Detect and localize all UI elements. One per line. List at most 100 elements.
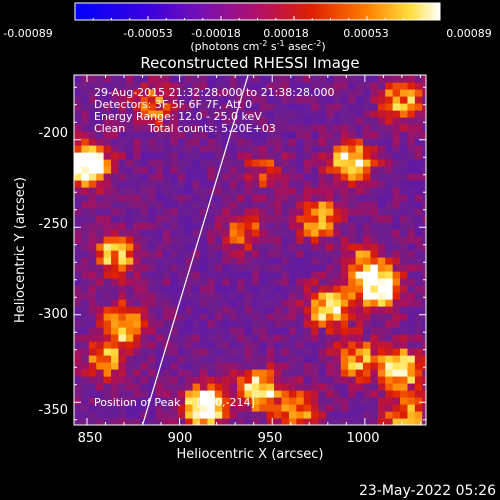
heatmap-cell	[237, 264, 246, 272]
heatmap-cell	[281, 187, 290, 195]
heatmap-cell	[222, 362, 231, 370]
heatmap-cell	[81, 236, 90, 244]
heatmap-cell	[392, 320, 401, 328]
heatmap-cell	[199, 215, 208, 223]
heatmap-cell	[414, 89, 423, 97]
heatmap-cell	[370, 222, 379, 230]
heatmap-cell	[96, 194, 105, 202]
heatmap-cell	[340, 257, 349, 265]
heatmap-cell	[140, 187, 149, 195]
heatmap-cell	[392, 187, 401, 195]
heatmap-cell	[392, 131, 401, 139]
heatmap-cell	[355, 96, 364, 104]
heatmap-cell	[422, 201, 426, 209]
heatmap-cell	[96, 341, 105, 349]
heatmap-cell	[207, 145, 216, 153]
heatmap-cell	[244, 222, 253, 230]
heatmap-cell	[311, 89, 320, 97]
heatmap-cell	[162, 187, 171, 195]
heatmap-cell	[177, 96, 186, 104]
heatmap-cell	[281, 327, 290, 335]
heatmap-cell	[111, 250, 120, 258]
heatmap-cell	[133, 285, 142, 293]
heatmap-cell	[266, 152, 275, 160]
heatmap-cell	[103, 348, 112, 356]
heatmap-cell	[88, 355, 97, 363]
heatmap-cell	[296, 313, 305, 321]
heatmap-cell	[222, 348, 231, 356]
heatmap-cell	[162, 229, 171, 237]
heatmap-cell	[170, 404, 179, 412]
heatmap-cell	[111, 243, 120, 251]
heatmap-cell	[325, 376, 334, 384]
heatmap-cell	[185, 369, 194, 377]
heatmap-cell	[377, 341, 386, 349]
heatmap-cell	[222, 411, 231, 419]
heatmap-cell	[340, 264, 349, 272]
heatmap-cell	[318, 166, 327, 174]
heatmap-cell	[325, 418, 334, 425]
heatmap-cell	[214, 166, 223, 174]
heatmap-cell	[88, 306, 97, 314]
heatmap-cell	[244, 313, 253, 321]
heatmap-cell	[140, 159, 149, 167]
heatmap-cell	[340, 306, 349, 314]
heatmap-cell	[340, 229, 349, 237]
heatmap-cell	[155, 82, 164, 90]
heatmap-cell	[222, 243, 231, 251]
heatmap-cell	[125, 138, 134, 146]
heatmap-cell	[363, 327, 372, 335]
heatmap-cell	[288, 341, 297, 349]
heatmap-cell	[363, 187, 372, 195]
heatmap-cell	[207, 159, 216, 167]
heatmap-cell	[414, 166, 423, 174]
heatmap-cell	[133, 159, 142, 167]
heatmap-cell	[162, 215, 171, 223]
heatmap-cell	[318, 257, 327, 265]
heatmap-cell	[274, 103, 283, 111]
heatmap-cell	[222, 194, 231, 202]
heatmap-cell	[140, 96, 149, 104]
heatmap-cell	[400, 250, 409, 258]
heatmap-cell	[377, 131, 386, 139]
heatmap-cell	[251, 110, 260, 118]
heatmap-cell	[259, 89, 268, 97]
heatmap-cell	[266, 355, 275, 363]
heatmap-cell	[377, 362, 386, 370]
heatmap-cell	[74, 306, 83, 314]
heatmap-cell	[318, 215, 327, 223]
heatmap-cell	[311, 250, 320, 258]
heatmap-cell	[111, 278, 120, 286]
heatmap-cell	[103, 278, 112, 286]
heatmap-cell	[348, 404, 357, 412]
heatmap-cell	[177, 327, 186, 335]
heatmap-cell	[103, 89, 112, 97]
heatmap-cell	[266, 75, 275, 83]
heatmap-cell	[414, 299, 423, 307]
heatmap-cell	[96, 362, 105, 370]
heatmap-cell	[229, 110, 238, 118]
heatmap-cell	[185, 229, 194, 237]
heatmap-cell	[296, 208, 305, 216]
heatmap-cell	[140, 250, 149, 258]
heatmap-cell	[207, 166, 216, 174]
annotation-algorithm: Clean	[94, 122, 125, 135]
heatmap-cell	[392, 75, 401, 83]
heatmap-cell	[170, 229, 179, 237]
heatmap-cell	[148, 152, 157, 160]
heatmap-cell	[251, 257, 260, 265]
heatmap-cell	[133, 271, 142, 279]
heatmap-cell	[318, 236, 327, 244]
heatmap-cell	[170, 89, 179, 97]
heatmap-cell	[288, 383, 297, 391]
heatmap-cell	[244, 397, 253, 405]
heatmap-cell	[266, 250, 275, 258]
heatmap-cell	[192, 222, 201, 230]
heatmap-cell	[311, 152, 320, 160]
heatmap-cell	[237, 89, 246, 97]
heatmap-cell	[170, 187, 179, 195]
heatmap-cell	[414, 383, 423, 391]
heatmap-cell	[185, 334, 194, 342]
heatmap-cell	[103, 194, 112, 202]
heatmap-cell	[422, 215, 426, 223]
